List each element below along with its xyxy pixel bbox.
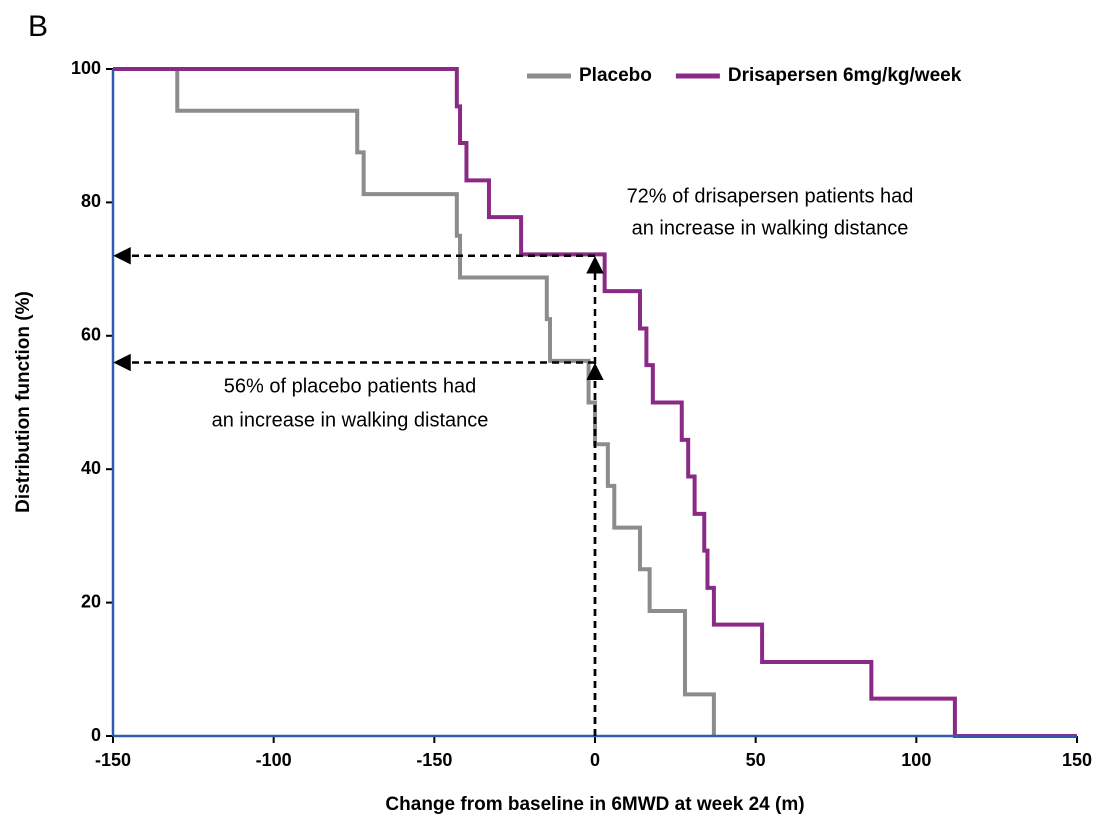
legend-label: Placebo: [579, 65, 652, 86]
y-tick-label: 60: [81, 325, 101, 345]
x-tick-label: 50: [746, 750, 766, 770]
y-axis-title: Distribution function (%): [13, 291, 34, 513]
legend-label: Drisapersen 6mg/kg/week: [728, 65, 962, 86]
x-tick-label: 150: [1062, 750, 1092, 770]
y-tick-label: 20: [81, 591, 101, 611]
x-tick-label: 100: [901, 750, 931, 770]
x-tick-label: -150: [95, 750, 131, 770]
y-tick-label: 40: [81, 458, 101, 478]
x-tick-label: -150: [416, 750, 452, 770]
annotation: an increase in walking distance: [632, 217, 909, 239]
y-tick-label: 80: [81, 191, 101, 211]
x-axis-title: Change from baseline in 6MWD at week 24 …: [385, 794, 804, 815]
y-tick-label: 100: [71, 58, 101, 78]
x-tick-label: 0: [590, 750, 600, 770]
annotation: 56% of placebo patients had: [224, 375, 476, 397]
annotation: 72% of drisapersen patients had: [627, 185, 914, 207]
step-line: [113, 67, 716, 736]
x-tick-label: -100: [256, 750, 292, 770]
annotation: an increase in walking distance: [212, 409, 489, 431]
step-line: [113, 67, 1077, 738]
y-tick-label: 0: [91, 725, 101, 745]
panel-label: B: [28, 10, 48, 43]
